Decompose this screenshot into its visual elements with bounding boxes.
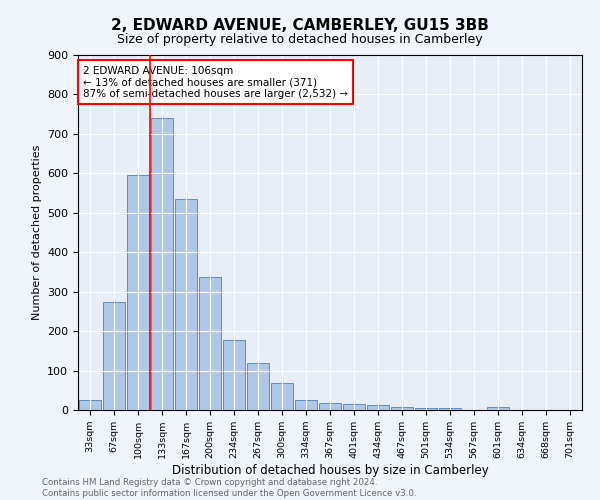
Bar [391, 407, 413, 410]
Bar [151, 118, 173, 410]
Bar [103, 302, 125, 410]
Bar [343, 404, 365, 410]
Bar [415, 408, 437, 410]
Bar [367, 406, 389, 410]
Bar [319, 403, 341, 410]
X-axis label: Distribution of detached houses by size in Camberley: Distribution of detached houses by size … [172, 464, 488, 477]
Y-axis label: Number of detached properties: Number of detached properties [32, 145, 41, 320]
Bar [295, 400, 317, 410]
Bar [271, 383, 293, 410]
Bar [127, 176, 149, 410]
Bar [487, 407, 509, 410]
Bar [175, 199, 197, 410]
Text: 2 EDWARD AVENUE: 106sqm
← 13% of detached houses are smaller (371)
87% of semi-d: 2 EDWARD AVENUE: 106sqm ← 13% of detache… [83, 66, 348, 99]
Bar [199, 276, 221, 410]
Bar [223, 340, 245, 410]
Text: 2, EDWARD AVENUE, CAMBERLEY, GU15 3BB: 2, EDWARD AVENUE, CAMBERLEY, GU15 3BB [111, 18, 489, 32]
Text: Contains HM Land Registry data © Crown copyright and database right 2024.
Contai: Contains HM Land Registry data © Crown c… [42, 478, 416, 498]
Bar [79, 400, 101, 410]
Bar [439, 408, 461, 410]
Text: Size of property relative to detached houses in Camberley: Size of property relative to detached ho… [117, 32, 483, 46]
Bar [247, 364, 269, 410]
